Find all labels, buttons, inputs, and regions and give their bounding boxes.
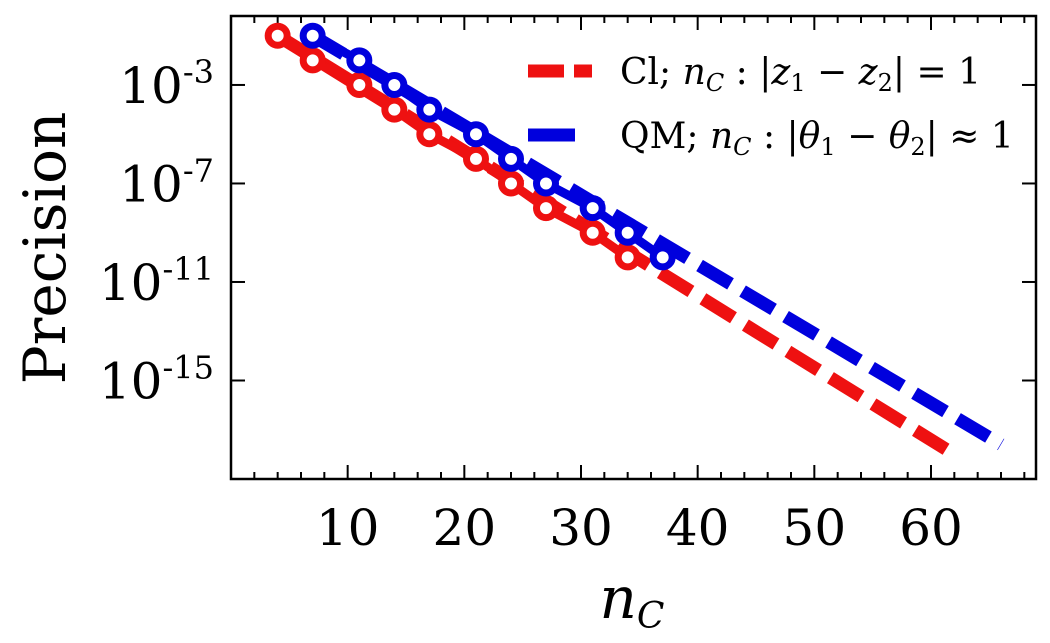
series-1 [299, 22, 1005, 451]
x-tick-label: 10 [316, 499, 380, 557]
x-tick-label: 40 [666, 499, 730, 557]
legend-qm-rhs: ≈ 1 [949, 116, 1014, 157]
data-point [381, 96, 408, 123]
data-point [264, 22, 291, 49]
data-point [498, 145, 524, 172]
x-axis-title-sub: C [637, 596, 665, 637]
data-point [533, 170, 559, 197]
legend-cl-b-sub: 2 [878, 69, 893, 97]
legend-cl-bar: | [893, 52, 917, 93]
x-tick-label: 20 [433, 499, 497, 557]
x-axis-title-main: n [600, 564, 637, 632]
legend-cl-a-sub: 1 [790, 69, 805, 97]
legend-cl-b: z [858, 52, 879, 93]
data-point [498, 170, 524, 197]
legend-qm-a-sub: 1 [820, 133, 835, 161]
data-point [614, 244, 641, 271]
data-point [533, 195, 559, 222]
legend-qm-b: θ [889, 116, 911, 157]
legend-cl-n: n [683, 52, 706, 93]
legend-label-qm: QM; nC : |θ1 − θ2| ≈ 1 [620, 116, 1014, 161]
legend-qm-prefix: QM; [620, 116, 710, 157]
legend-qm-b-sub: 2 [910, 133, 925, 161]
legend-cl-rhs: = 1 [917, 52, 982, 93]
legend-label-cl: Cl; nC : |z1 − z2| = 1 [620, 52, 981, 97]
legend-cl-colon: : | [724, 52, 771, 93]
x-tick-label: 50 [783, 499, 847, 557]
data-point [299, 47, 326, 74]
plot-frame [229, 14, 1038, 481]
legend-qm-colon: : | [752, 116, 799, 157]
legend-cl-nsub: C [706, 69, 724, 97]
data-point [381, 71, 408, 98]
data-point [416, 121, 443, 148]
legend-qm-bar: | [926, 116, 950, 157]
series-data-line [275, 32, 631, 262]
series-0 [264, 22, 958, 460]
data-point [299, 22, 326, 49]
data-point [346, 71, 373, 98]
legend-qm-op: − [836, 116, 889, 157]
legend-cl-a: z [770, 52, 791, 93]
data-point [346, 47, 373, 74]
data-point [579, 219, 606, 246]
legend-qm-a: θ [799, 116, 821, 157]
legend-qm-n: n [710, 116, 733, 157]
data-point [416, 96, 443, 123]
legend: Cl; nC : |z1 − z2| = 1 QM; nC : |θ1 − θ2… [528, 52, 1014, 161]
series-data-line [310, 31, 666, 262]
x-axis-title: nC [600, 564, 665, 637]
y-tick-labels: 10-3 10-7 10-11 10-15 [99, 53, 214, 411]
x-tick-label: 30 [549, 499, 613, 557]
y-tick-label: 10-3 [119, 53, 214, 115]
data-point [649, 244, 676, 271]
series-layer [264, 22, 1005, 460]
y-tick-label: 10-11 [99, 250, 214, 312]
legend-cl-op: − [806, 52, 859, 93]
y-tick-label: 10-7 [119, 151, 214, 213]
y-axis-title: Precision [11, 112, 79, 385]
data-point [614, 219, 641, 246]
y-tick-label: 10-15 [99, 348, 214, 410]
legend-cl-prefix: Cl; [620, 52, 683, 93]
x-tick-label: 60 [899, 499, 963, 557]
x-tick-labels: 10 20 30 40 50 60 [316, 499, 963, 557]
data-point [463, 145, 489, 172]
data-point [463, 121, 489, 148]
data-point [579, 195, 606, 222]
legend-qm-nsub: C [733, 133, 751, 161]
